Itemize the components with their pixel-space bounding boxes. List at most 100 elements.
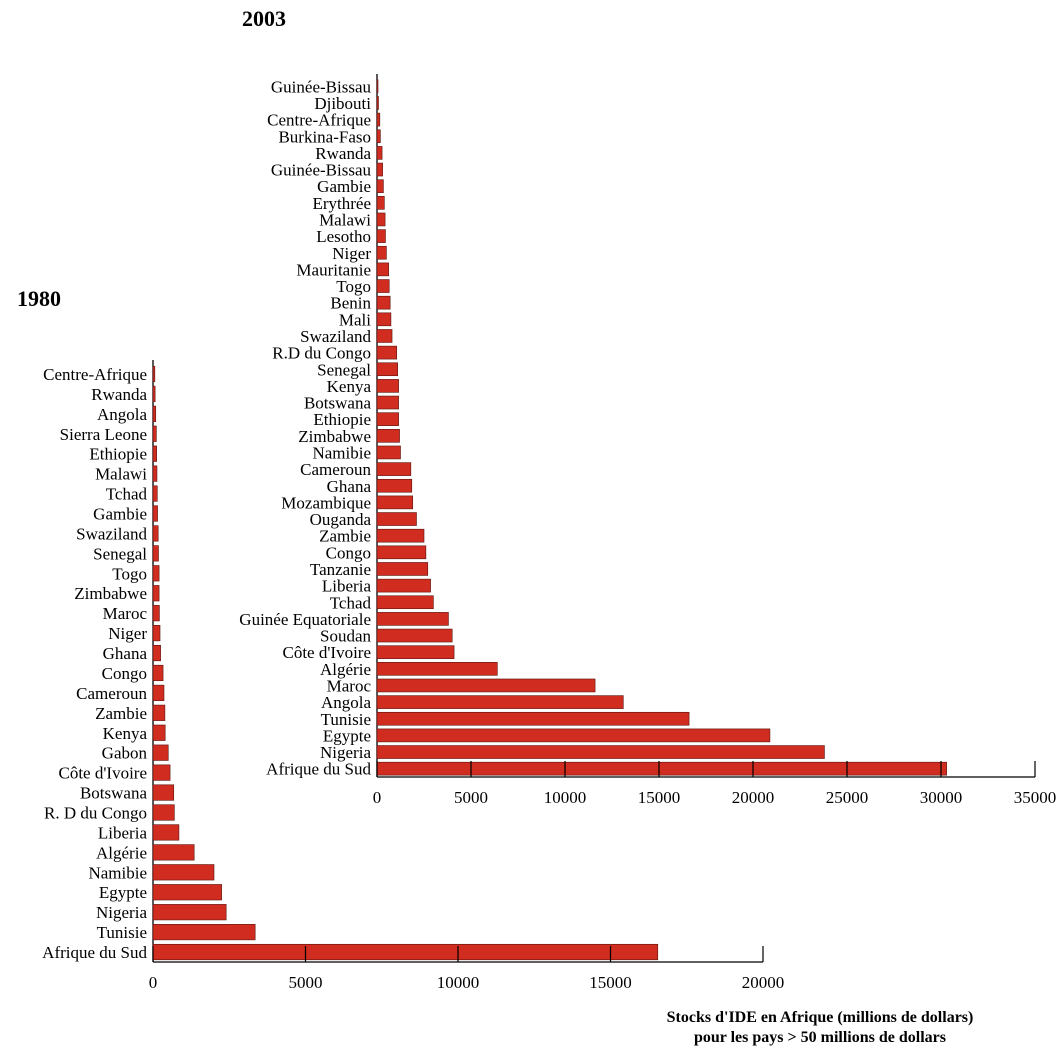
chart-1980-category-label: Rwanda [91, 385, 147, 404]
chart-2003-category-label: Mali [339, 310, 371, 329]
chart-1980-bar [152, 884, 222, 901]
chart-1980-category-label: Gambie [93, 505, 147, 524]
chart-2003-bar [376, 678, 596, 693]
chart-2003-bar [376, 495, 414, 510]
chart-2003-bar [376, 445, 401, 460]
chart-2003-category-label: Senegal [317, 360, 371, 379]
chart-1980-category-label: Gabon [102, 744, 148, 763]
chart-1980-category-label: Zimbabwe [74, 584, 147, 603]
chart-2003-bar [376, 279, 390, 293]
chart-2003-category-label: Algérie [320, 660, 371, 679]
chart-1980-bar [152, 445, 157, 462]
chart-1980-bar [152, 924, 256, 941]
chart-1980-bar [152, 545, 159, 562]
chart-1980-category-label: Cameroun [76, 684, 147, 703]
chart-1980-bar [152, 425, 157, 442]
chart-2003-category-label: Niger [332, 244, 371, 263]
chart-2003-bar [376, 512, 417, 526]
chart-2003-bar [376, 662, 498, 676]
chart-1980-category-label: Algérie [96, 843, 147, 862]
chart-2003-bar [376, 745, 825, 759]
chart-2003-x-tick-label: 20000 [732, 788, 775, 807]
chart-title-1980: 1980 [17, 286, 61, 311]
chart-2003-category-label: Mauritanie [296, 260, 371, 279]
chart-2003-category-label: Gambie [317, 177, 371, 196]
chart-1980-category-label: Nigeria [96, 903, 147, 922]
chart-2003-bar [376, 79, 379, 94]
chart-2003-category-label: Côte d'Ivoire [282, 643, 371, 662]
chart-1980-bar [152, 585, 160, 602]
caption-line-1: Stocks d'IDE en Afrique (millions de dol… [666, 1009, 974, 1026]
chart-1980-category-label: Tchad [106, 485, 148, 504]
chart-2003-x-tick-label: 5000 [454, 788, 488, 807]
chart-2003-category-label: Benin [330, 294, 371, 313]
chart-1980-category-label: Kenya [103, 724, 148, 743]
chart-1980-bar [152, 724, 166, 741]
chart-2003-category-label: Maroc [327, 676, 372, 695]
chart-1980-bar [152, 365, 156, 383]
chart-1980-category-label: Swaziland [76, 524, 147, 543]
chart-2003-category-label: Afrique du Sud [266, 760, 371, 779]
chart-1980-bar [152, 804, 175, 821]
chart-1980-bar [152, 465, 158, 482]
chart-2003-category-label: Ghana [327, 477, 372, 496]
chart-2003-bar [376, 345, 398, 360]
chart-1980-x-tick-label: 15000 [589, 973, 632, 992]
chart-2003-bar [376, 212, 386, 227]
chart-2003-category-label: Angola [321, 693, 372, 712]
chart-2003-category-label: Djibouti [314, 94, 371, 113]
chart-1980-category-label: Afrique du Sud [42, 943, 147, 962]
chart-2003-category-label: Malawi [319, 210, 371, 229]
chart-1980-x-tick-label: 10000 [437, 973, 480, 992]
chart-1980-bar [152, 664, 164, 682]
chart-1980-bar [152, 644, 161, 662]
chart-2003-bar [376, 412, 399, 426]
chart-2003-category-label: Congo [326, 543, 371, 562]
chart-2003-bar [376, 728, 771, 743]
chart-1980-category-label: Niger [108, 624, 147, 643]
chart-1980-bar [152, 704, 166, 721]
chart-2003-bar [376, 162, 383, 177]
chart-2003-bar [376, 695, 624, 709]
chart-2003-category-label: Kenya [327, 377, 372, 396]
chart-2003-category-label: Tchad [330, 593, 372, 612]
chart-2003-bar [376, 528, 425, 543]
chart-1980-bar [152, 385, 156, 402]
chart-1980-bar [152, 904, 227, 921]
chart-1980-category-label: Zambie [95, 704, 147, 723]
chart-2003-x-tick-label: 10000 [544, 788, 587, 807]
chart-1980-category-label: Congo [102, 664, 147, 683]
chart-1980-category-label: R. D du Congo [44, 804, 147, 823]
chart-2003-category-label: Mozambique [281, 493, 371, 512]
chart-2003-category-label: Ouganda [310, 510, 372, 529]
chart-2003-bar [376, 595, 434, 610]
chart-1980-bar [152, 625, 161, 642]
chart-1980-bar [152, 784, 175, 801]
chart-1980-category-label: Liberia [98, 823, 148, 842]
chart-2003-bar [376, 329, 393, 343]
chart-2003-category-label: Guinée Equatoriale [239, 610, 371, 629]
chart-2003-category-label: Zimbabwe [298, 427, 371, 446]
chart-2003-category-label: Guinée-Bissau [271, 77, 372, 96]
chart-2003-category-label: Namibie [312, 443, 371, 462]
chart-2003-bar [376, 196, 385, 210]
chart-1980-bar [152, 844, 195, 861]
chart-2003-category-label: Soudan [320, 627, 372, 646]
chart-2003-category-label: Zambie [319, 527, 371, 546]
chart-2003-x-tick-label: 35000 [1014, 788, 1057, 807]
chart-2003-bar [376, 295, 391, 310]
chart-1980-x-tick-label: 5000 [289, 973, 323, 992]
chart-1980-category-label: Egypte [99, 883, 147, 902]
chart-2003-bar [376, 462, 412, 476]
chart-1980-category-label: Ghana [103, 644, 148, 663]
chart-2003-bar [376, 612, 449, 626]
chart-1980-bar [152, 824, 180, 841]
chart-2003-x-tick-label: 15000 [638, 788, 681, 807]
chart-2003-category-label: Egypte [323, 726, 371, 745]
chart-1980-category-label: Centre-Afrique [43, 365, 147, 384]
chart-2003-category-label: Togo [336, 277, 371, 296]
chart-2003-category-label: Swaziland [300, 327, 371, 346]
chart-2003-bar [376, 112, 381, 127]
chart-2003-category-label: Cameroun [300, 460, 371, 479]
